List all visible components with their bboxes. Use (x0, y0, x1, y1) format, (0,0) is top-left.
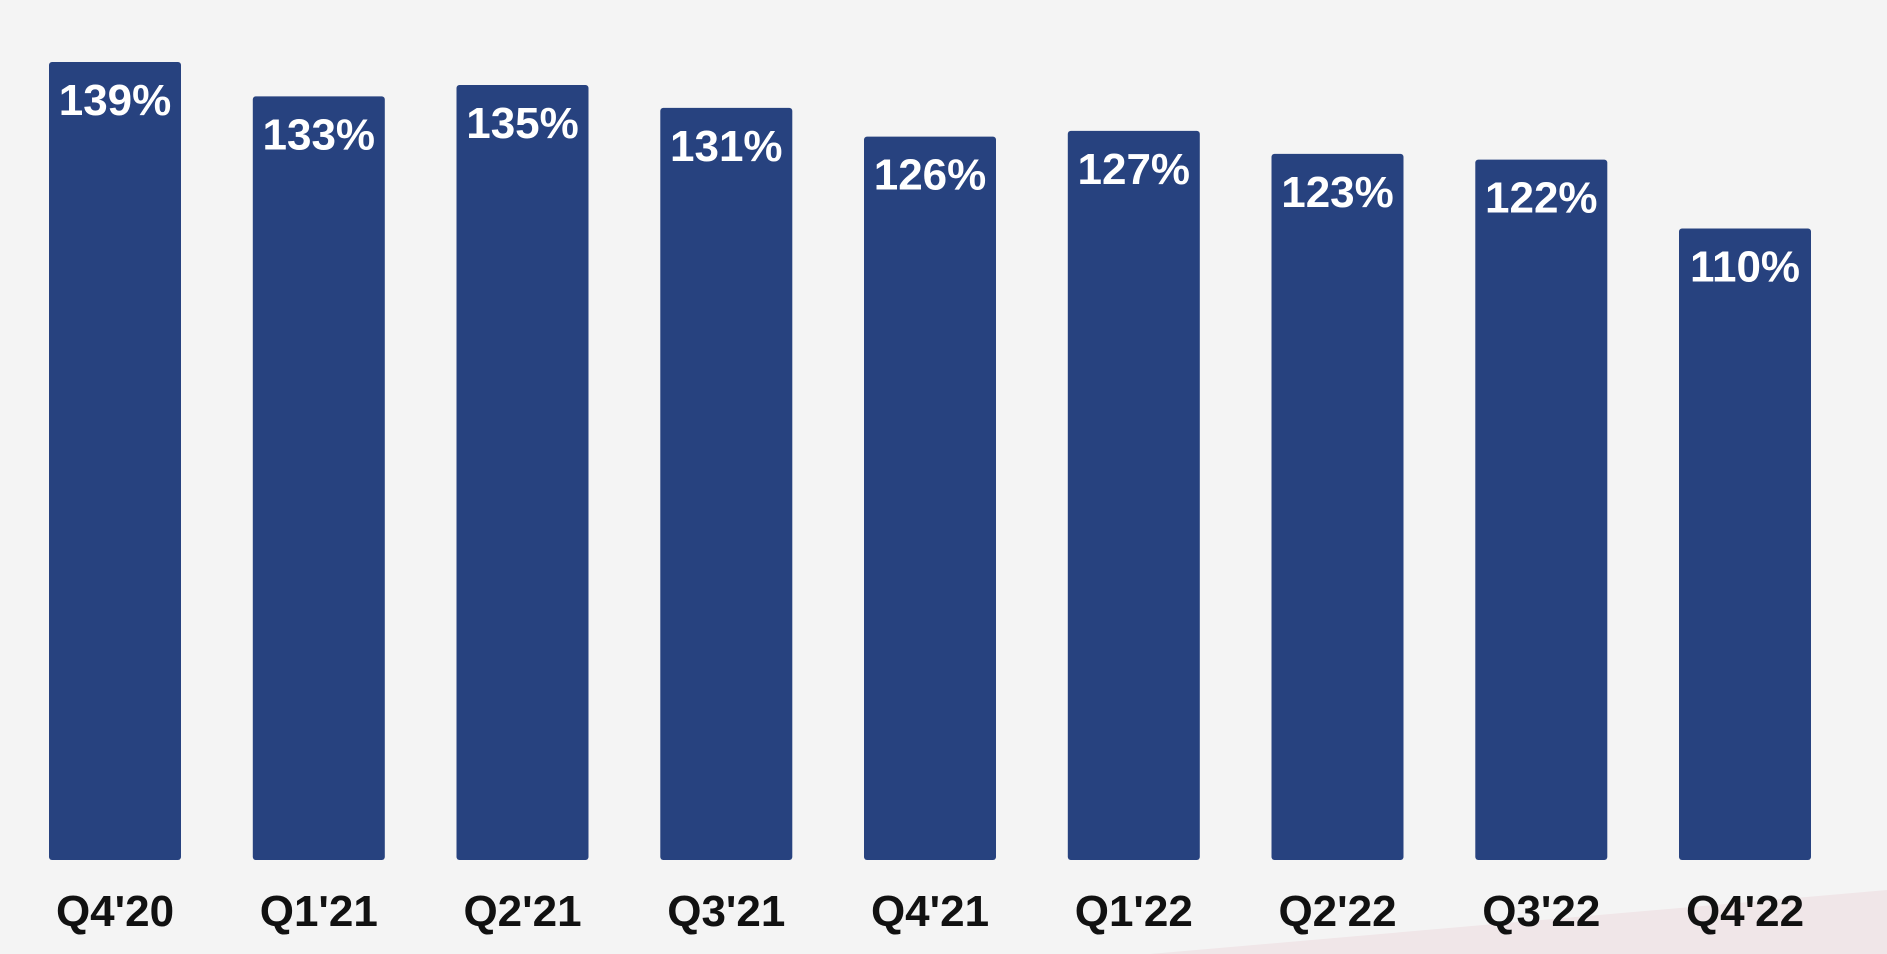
value-label-1: 133% (263, 110, 376, 159)
value-labels-group: 139% 133% 135% 131% 126% 127% 123% 122% 110% (59, 76, 1800, 292)
bar-5 (1067, 130, 1200, 860)
x-tick-label-5: Q1'22 (1075, 887, 1193, 936)
x-tick-label-0: Q4'20 (56, 887, 174, 936)
x-tick-label-3: Q3'21 (667, 887, 785, 936)
value-label-5: 127% (1078, 145, 1191, 194)
x-axis-ticks-group: Q4'20 Q1'21 Q2'21 Q3'21 Q4'21 Q1'22 Q2'22 Q3'22… (56, 887, 1804, 936)
value-label-6: 123% (1281, 168, 1394, 217)
bar-7 (1475, 159, 1608, 861)
value-label-0: 139% (59, 76, 172, 125)
value-label-2: 135% (466, 99, 579, 148)
value-label-8: 110% (1690, 243, 1800, 292)
bar-2 (456, 85, 589, 860)
bar-4 (864, 136, 996, 861)
x-tick-label-2: Q2'21 (463, 887, 581, 936)
x-tick-label-1: Q1'21 (260, 887, 378, 936)
value-label-4: 126% (874, 151, 987, 200)
x-tick-label-8: Q4'22 (1686, 887, 1804, 936)
decorative-corner-shape (1150, 890, 1887, 954)
value-label-3: 131% (670, 122, 783, 171)
bar-3 (660, 107, 793, 860)
bars-group (49, 62, 1811, 861)
value-label-7: 122% (1485, 174, 1598, 223)
x-tick-label-7: Q3'22 (1482, 887, 1600, 936)
bar-6 (1271, 153, 1404, 860)
bar-1 (252, 96, 385, 860)
x-tick-label-6: Q2'22 (1278, 887, 1396, 936)
bar-8 (1679, 228, 1811, 860)
bar-0 (49, 62, 181, 860)
x-tick-label-4: Q4'21 (871, 887, 989, 936)
